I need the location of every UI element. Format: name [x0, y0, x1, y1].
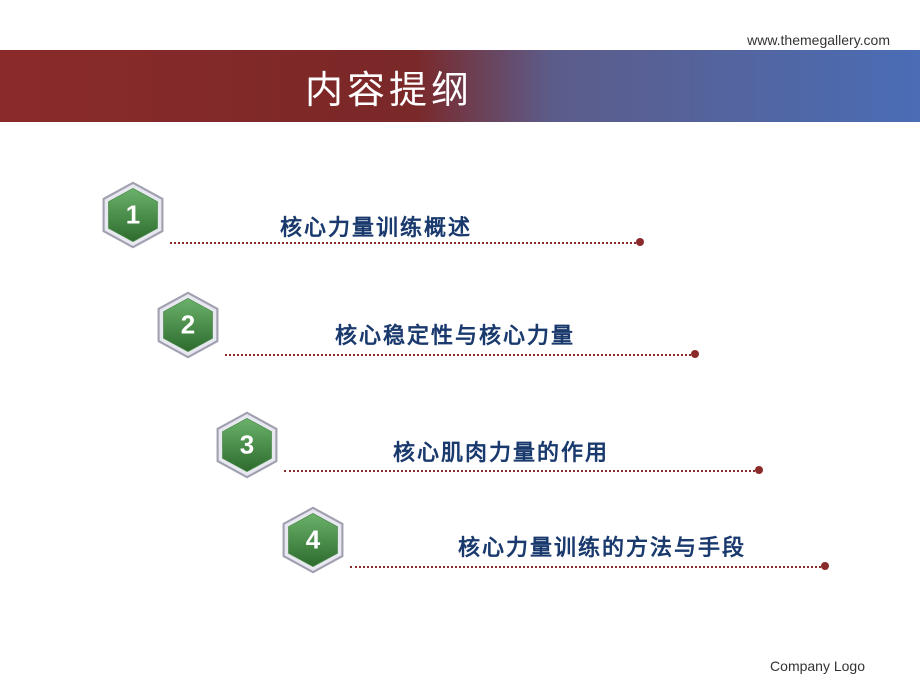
footer-logo: Company Logo [770, 658, 865, 674]
hexagon-badge: 3 [212, 410, 282, 480]
header-url: www.themegallery.com [747, 32, 890, 48]
dotted-line [170, 242, 640, 244]
line-end-dot [691, 350, 699, 358]
item-label: 核心肌肉力量的作用 [393, 435, 609, 467]
item-number: 1 [126, 200, 140, 231]
hexagon-badge: 4 [278, 505, 348, 575]
line-end-dot [636, 238, 644, 246]
item-label: 核心力量训练概述 [280, 210, 472, 242]
list-item: 1 核心力量训练概述 [0, 160, 920, 270]
item-number: 3 [240, 430, 254, 461]
item-number: 4 [306, 525, 320, 556]
list-item: 3 核心肌肉力量的作用 [0, 380, 920, 490]
list-item: 2 核心稳定性与核心力量 [0, 270, 920, 380]
list-item: 4 核心力量训练的方法与手段 [0, 490, 920, 600]
dotted-line [284, 470, 759, 472]
content-list: 1 核心力量训练概述 2 核心稳定性与核心力量 [0, 160, 920, 600]
line-end-dot [821, 562, 829, 570]
dotted-line [350, 566, 825, 568]
page-title: 内容提纲 [305, 59, 473, 114]
item-label: 核心稳定性与核心力量 [335, 318, 575, 350]
hexagon-badge: 2 [153, 290, 223, 360]
item-number: 2 [181, 310, 195, 341]
title-bar: 内容提纲 [0, 50, 920, 122]
line-end-dot [755, 466, 763, 474]
item-label: 核心力量训练的方法与手段 [458, 530, 746, 562]
hexagon-badge: 1 [98, 180, 168, 250]
dotted-line [225, 354, 695, 356]
